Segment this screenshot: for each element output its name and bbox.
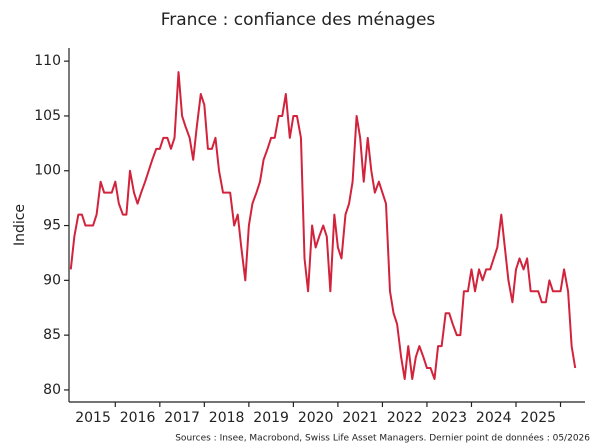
y-tick-label: 105	[34, 108, 61, 124]
x-tick-label: 2017	[164, 410, 200, 426]
y-axis-label: Indice	[12, 204, 28, 246]
chart-title: France : confiance des ménages	[161, 10, 436, 30]
y-tick-label: 85	[43, 327, 61, 343]
x-tick-label: 2023	[431, 410, 467, 426]
y-tick-label: 95	[43, 218, 61, 234]
x-tick-label: 2024	[476, 410, 512, 426]
x-tick-label: 2018	[209, 410, 245, 426]
source-note: Sources : Insee, Macrobond, Swiss Life A…	[175, 433, 590, 444]
x-tick-label: 2020	[298, 410, 334, 426]
data-line	[69, 71, 577, 380]
x-tick-label: 2022	[387, 410, 423, 426]
y-tick-label: 110	[34, 53, 61, 69]
x-tick-label: 2025	[520, 410, 556, 426]
y-tick-label: 100	[34, 163, 61, 179]
x-tick-label: 2021	[342, 410, 378, 426]
y-tick-label: 80	[43, 382, 61, 398]
x-tick-label: 2016	[120, 410, 156, 426]
x-tick-label: 2019	[253, 410, 289, 426]
y-tick-label: 90	[43, 272, 61, 288]
x-tick-label: 2015	[75, 410, 111, 426]
